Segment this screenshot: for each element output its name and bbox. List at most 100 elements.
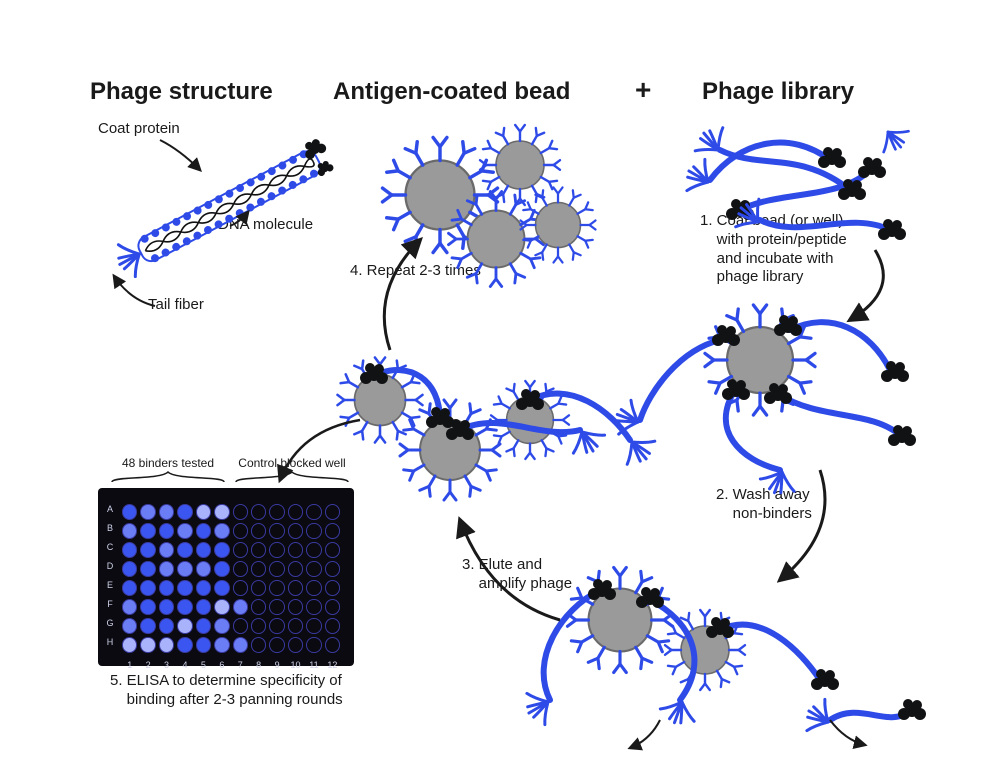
plate-well: [269, 504, 284, 520]
plate-well: [306, 580, 321, 596]
plus-sign: +: [635, 74, 651, 106]
label-coat-protein: Coat protein: [98, 120, 180, 139]
cycle-arrows: [280, 240, 883, 620]
plate-well: [233, 580, 248, 596]
plate-row-label: B: [104, 523, 116, 533]
plate-well: [214, 618, 229, 634]
plate-col-label: 7: [233, 660, 248, 670]
plate-well: [196, 542, 211, 558]
plate-well: [233, 504, 248, 520]
plate-well: [196, 599, 211, 615]
plate-well: [288, 504, 303, 520]
plate-well: [177, 561, 192, 577]
plate-row-label: A: [104, 504, 116, 514]
step-3: 3. Elute and amplify phage: [462, 556, 572, 594]
plate-well: [269, 542, 284, 558]
plate-well: [196, 637, 211, 653]
plate-well: [288, 542, 303, 558]
plate-well: [196, 561, 211, 577]
plate-well: [288, 618, 303, 634]
plate-well: [196, 580, 211, 596]
step-2: 2. Wash away non-binders: [716, 486, 812, 524]
plate-well: [325, 523, 340, 539]
plate-well: [233, 542, 248, 558]
plate-well: [214, 599, 229, 615]
plate-well: [214, 504, 229, 520]
plate-well: [177, 618, 192, 634]
plate-well: [140, 542, 155, 558]
plate-well: [233, 599, 248, 615]
elisa-plate: 123456789101112 ABCDEFGH: [98, 488, 354, 666]
plate-well: [159, 637, 174, 653]
plate-well: [269, 599, 284, 615]
plate-well: [159, 561, 174, 577]
plate-well: [251, 542, 266, 558]
plate-well: [251, 523, 266, 539]
plate-well: [214, 542, 229, 558]
plate-well: [325, 637, 340, 653]
plate-well: [177, 637, 192, 653]
plate-well: [251, 618, 266, 634]
plate-well: [233, 561, 248, 577]
plate-col-label: 10: [288, 660, 303, 670]
plate-header-right: Control blocked well: [232, 456, 352, 470]
plate-well: [159, 542, 174, 558]
plate-col-label: 12: [325, 660, 340, 670]
plate-well: [269, 523, 284, 539]
plate-row-label: F: [104, 599, 116, 609]
plate-well: [288, 523, 303, 539]
step4-beads: [338, 358, 660, 501]
plate-well: [196, 504, 211, 520]
plate-row-label: C: [104, 542, 116, 552]
plate-well: [325, 542, 340, 558]
plate-well: [214, 637, 229, 653]
plate-well: [159, 580, 174, 596]
plate-well: [288, 580, 303, 596]
plate-well: [122, 504, 137, 520]
plate-well: [214, 580, 229, 596]
plate-well: [214, 561, 229, 577]
plate-well: [140, 523, 155, 539]
plate-header-left: 48 binders tested: [108, 456, 228, 470]
plate-well: [233, 523, 248, 539]
step-5: 5. ELISA to determine specificity of bin…: [110, 672, 343, 710]
plate-well: [159, 504, 174, 520]
plate-well: [269, 637, 284, 653]
title-antigen-bead: Antigen-coated bead: [333, 78, 570, 106]
plate-well: [325, 618, 340, 634]
plate-col-label: 2: [140, 660, 155, 670]
plate-well: [196, 618, 211, 634]
plate-well: [122, 618, 137, 634]
plate-well: [140, 580, 155, 596]
plate-row-label: E: [104, 580, 116, 590]
plate-well: [159, 618, 174, 634]
plate-well: [288, 637, 303, 653]
plate-well: [251, 561, 266, 577]
plate-well: [325, 580, 340, 596]
plate-well: [233, 637, 248, 653]
step-4: 4. Repeat 2-3 times: [350, 262, 481, 281]
plate-well: [325, 599, 340, 615]
plate-well: [140, 637, 155, 653]
plate-well: [288, 561, 303, 577]
title-phage-structure: Phage structure: [90, 78, 273, 106]
plate-well: [214, 523, 229, 539]
plate-well: [122, 561, 137, 577]
plate-well: [251, 599, 266, 615]
plate-well: [306, 618, 321, 634]
plate-well: [177, 504, 192, 520]
plate-col-label: 9: [269, 660, 284, 670]
step1-bead: [611, 305, 916, 499]
plate-well: [306, 561, 321, 577]
plate-col-label: 6: [214, 660, 229, 670]
plate-well: [233, 618, 248, 634]
plate-well: [325, 561, 340, 577]
plate-well: [306, 523, 321, 539]
plate-well: [122, 523, 137, 539]
plate-well: [122, 580, 137, 596]
plate-well: [122, 637, 137, 653]
plate-col-label: 5: [196, 660, 211, 670]
plate-row-label: G: [104, 618, 116, 628]
plate-well: [159, 599, 174, 615]
plate-well: [177, 523, 192, 539]
